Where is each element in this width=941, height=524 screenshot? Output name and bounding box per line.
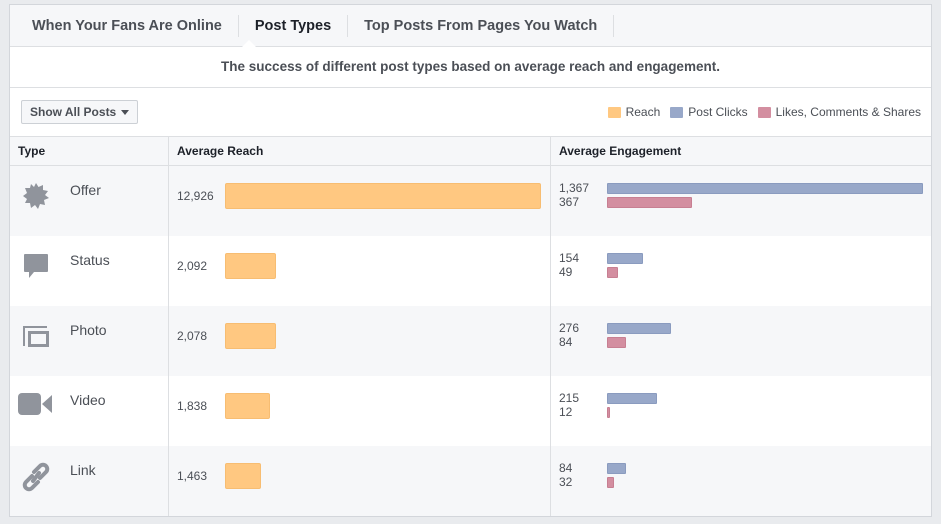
chevron-down-icon [121, 110, 130, 116]
post-clicks-bar [607, 182, 923, 194]
reach-bar [225, 393, 270, 419]
col-average-reach: Average Reach [168, 137, 550, 165]
reach-bar [225, 323, 276, 349]
show-all-posts-dropdown[interactable]: Show All Posts [21, 100, 139, 124]
reach-bar [225, 463, 261, 489]
post-clicks-value: 154 [559, 251, 580, 265]
legend-reach: Reach [607, 105, 661, 119]
type-label: Link [70, 462, 96, 478]
post-clicks-bar [607, 462, 627, 474]
clicks-swatch [670, 106, 684, 118]
active-tab-caret [242, 40, 256, 47]
likes-value: 49 [559, 265, 573, 279]
video-camera-icon [18, 392, 54, 420]
reach-swatch [607, 106, 621, 118]
engagement-cell: 215 12 [550, 376, 931, 446]
reach-cell: 2,092 [168, 236, 550, 306]
dropdown-label: Show All Posts [30, 105, 117, 119]
post-clicks-bar [607, 322, 671, 334]
post-clicks-value: 215 [559, 391, 580, 405]
legend-label: Reach [625, 105, 661, 119]
table-row: Status 2,092 154 49 [10, 236, 931, 306]
link-icon [18, 462, 54, 492]
reach-value: 2,092 [177, 259, 208, 273]
col-average-engagement: Average Engagement [550, 137, 931, 165]
type-cell: Status [10, 236, 168, 306]
table-header: Type Average Reach Average Engagement [10, 137, 931, 166]
reach-value: 1,463 [177, 469, 208, 483]
type-cell: Video [10, 376, 168, 446]
post-clicks-value: 84 [559, 461, 573, 475]
table-row: Offer 12,926 1,367 367 [10, 166, 931, 236]
offer-badge-icon [18, 182, 54, 210]
engagement-cell: 1,367 367 [550, 166, 931, 236]
col-type: Type [18, 144, 46, 158]
type-cell: Link [10, 446, 168, 516]
reach-bar [225, 183, 541, 209]
reach-value: 12,926 [177, 189, 214, 203]
legend-post-clicks: Post Clicks [670, 105, 748, 119]
likes-bar [607, 196, 692, 208]
likes-bar [607, 406, 610, 418]
likes-value: 84 [559, 335, 573, 349]
reach-value: 2,078 [177, 329, 208, 343]
type-label: Offer [70, 182, 101, 198]
post-clicks-value: 1,367 [559, 181, 590, 195]
reach-cell: 1,463 [168, 446, 550, 516]
type-label: Photo [70, 322, 107, 338]
tab-top-posts[interactable]: Top Posts From Pages You Watch [348, 14, 615, 37]
engagement-cell: 84 32 [550, 446, 931, 516]
reach-cell: 12,926 [168, 166, 550, 236]
tab-post-types[interactable]: Post Types [239, 14, 349, 37]
legend-likes: Likes, Comments & Shares [757, 105, 921, 119]
speech-bubble-icon [18, 252, 54, 280]
engagement-cell: 154 49 [550, 236, 931, 306]
post-types-panel: When Your Fans Are Online Post Types Top… [9, 4, 932, 517]
table-row: Video 1,838 215 12 [10, 376, 931, 446]
filter-row: Show All Posts Reach Post Clicks Likes, … [10, 88, 931, 137]
likes-value: 12 [559, 405, 573, 419]
table-row: Photo 2,078 276 84 [10, 306, 931, 376]
table-body: Offer 12,926 1,367 367 Status 2,092 154 … [10, 166, 931, 516]
reach-bar [225, 253, 277, 279]
likes-swatch [757, 106, 771, 118]
engagement-cell: 276 84 [550, 306, 931, 376]
tab-bar: When Your Fans Are Online Post Types Top… [10, 5, 931, 47]
legend: Reach Post Clicks Likes, Comments & Shar… [598, 105, 921, 119]
likes-bar [607, 476, 615, 488]
legend-label: Likes, Comments & Shares [775, 105, 921, 119]
post-clicks-bar [607, 252, 643, 264]
likes-bar [607, 266, 619, 278]
reach-cell: 2,078 [168, 306, 550, 376]
legend-label: Post Clicks [688, 105, 748, 119]
reach-cell: 1,838 [168, 376, 550, 446]
likes-value: 32 [559, 475, 573, 489]
reach-value: 1,838 [177, 399, 208, 413]
type-label: Video [70, 392, 106, 408]
tab-when-fans-online[interactable]: When Your Fans Are Online [16, 14, 239, 37]
likes-value: 367 [559, 195, 580, 209]
type-cell: Offer [10, 166, 168, 236]
type-label: Status [70, 252, 110, 268]
photo-icon [18, 322, 54, 350]
type-cell: Photo [10, 306, 168, 376]
subtitle: The success of different post types base… [10, 47, 931, 88]
table-row: Link 1,463 84 32 [10, 446, 931, 516]
likes-bar [607, 336, 627, 348]
post-clicks-value: 276 [559, 321, 580, 335]
post-clicks-bar [607, 392, 657, 404]
